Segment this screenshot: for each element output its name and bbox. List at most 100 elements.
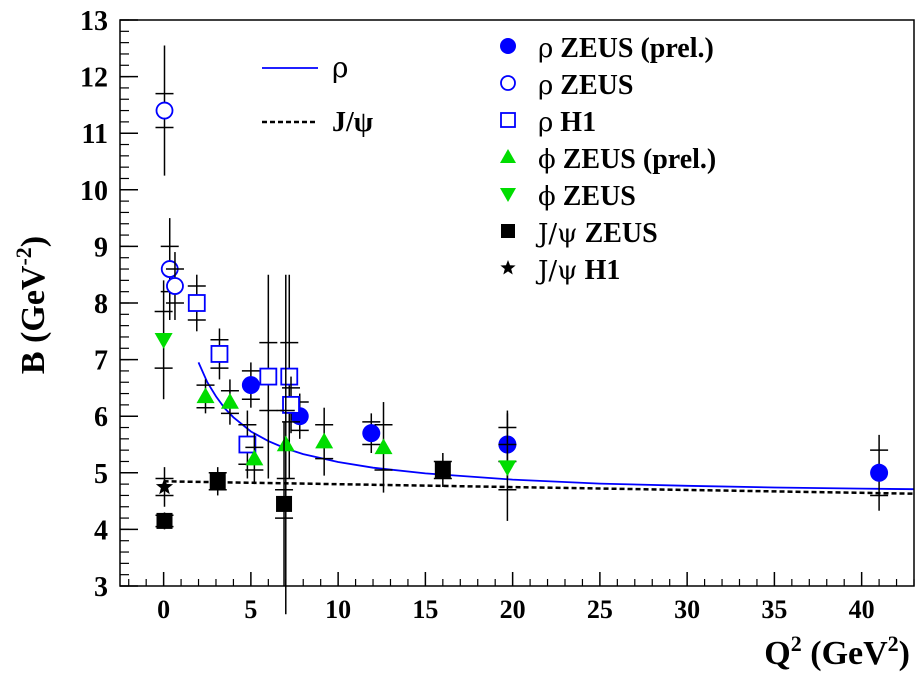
x-tick-label: 35 [761, 595, 787, 624]
marker [501, 224, 515, 238]
data-point [241, 362, 260, 408]
data-point [155, 45, 174, 176]
series-3 [196, 274, 393, 615]
series-5 [155, 421, 452, 586]
marker [500, 149, 516, 163]
data-points [154, 45, 889, 615]
data-point [282, 376, 301, 434]
series-4 [154, 280, 517, 521]
y-tick-label: 5 [94, 459, 108, 490]
y-tick-label: 8 [94, 289, 108, 320]
marker [241, 376, 260, 395]
marker [210, 345, 229, 363]
legend-item: ϕ ZEUS (prel.) [500, 144, 716, 175]
marker [276, 435, 295, 452]
series-2 [187, 274, 301, 479]
y-tick-label: 13 [80, 6, 108, 37]
curve-legend-item: ρ [262, 51, 348, 84]
marker [245, 449, 264, 466]
y-tick-label: 6 [94, 402, 108, 433]
y-tick-label: 4 [94, 515, 108, 546]
y-tick-label: 11 [82, 119, 108, 150]
series-0 [241, 362, 889, 511]
x-tick-label: 25 [587, 595, 613, 624]
y-tick-label: 9 [94, 232, 108, 263]
marker [374, 438, 393, 455]
data-point [315, 407, 334, 476]
legend-label: ρ H1 [538, 107, 596, 138]
marker [870, 463, 889, 482]
y-axis-label: B (GeV-2) [11, 236, 52, 374]
marker [434, 461, 451, 478]
marker [220, 393, 239, 409]
curve-legend-label: J/ψ [332, 107, 373, 138]
data-point [165, 252, 184, 320]
x-tick-label: 15 [412, 595, 438, 624]
marker [276, 495, 293, 512]
marker [196, 387, 215, 404]
data-point [870, 434, 889, 511]
marker [500, 260, 516, 275]
curve-rho [197, 362, 915, 491]
marker [362, 424, 381, 443]
marker [259, 367, 278, 386]
data-point [210, 328, 229, 380]
marker [500, 75, 516, 91]
x-tick-label: 40 [849, 595, 875, 624]
legend-item: J/ψ ZEUS [501, 218, 658, 249]
marker [155, 477, 174, 495]
data-point [245, 433, 264, 485]
legend-item: ρ ZEUS (prel.) [500, 33, 714, 64]
curve-legend: ρ J/ψ [262, 51, 373, 138]
data-point [276, 274, 295, 615]
marker [498, 460, 517, 477]
marker [315, 432, 334, 449]
legend-item: ρ H1 [500, 107, 596, 138]
axes: 0 5 10 15 20 25 30 35 40 3 4 5 6 7 8 9 10 11 12 13 [80, 6, 915, 624]
legend-label: ϕ ZEUS [538, 181, 636, 212]
y-tick-label: 3 [94, 572, 108, 603]
data-point [155, 512, 174, 530]
marker [500, 188, 516, 202]
data-point [196, 379, 215, 414]
legend-label: ϕ ZEUS (prel.) [538, 144, 716, 175]
x-tick-label: 20 [500, 595, 526, 624]
data-point [259, 274, 278, 479]
legend-label: ρ ZEUS [538, 70, 633, 101]
marker [282, 395, 300, 414]
marker [156, 512, 173, 529]
data-point [155, 467, 174, 507]
legend-label: J/ψ H1 [535, 255, 620, 286]
marker [238, 435, 257, 454]
data-point [187, 274, 206, 332]
marker [500, 38, 516, 54]
x-tick-label: 30 [674, 595, 700, 624]
legend: ρ ZEUS (prel.) ρ ZEUS ρ H1 ϕ ZEUS (prel.) ϕ … [500, 33, 716, 286]
x-tick-label: 10 [325, 595, 351, 624]
legend-label: J/ψ ZEUS [535, 218, 658, 249]
marker [154, 333, 173, 349]
data-point [362, 413, 381, 453]
data-point [238, 410, 257, 479]
marker [166, 277, 184, 295]
y-tick-label: 12 [80, 63, 108, 94]
legend-label: ρ ZEUS (prel.) [538, 33, 714, 64]
marker [280, 367, 299, 386]
marker [209, 473, 226, 490]
data-point [433, 452, 452, 487]
series-1 [155, 45, 184, 320]
x-axis-label: Q2 (GeV2) [764, 631, 910, 672]
marker [187, 294, 206, 312]
data-point [154, 280, 173, 400]
marker [500, 112, 516, 128]
y-tick-label: 7 [94, 346, 108, 377]
data-point [208, 467, 227, 496]
legend-item: J/ψ H1 [500, 255, 620, 286]
data-point [498, 413, 517, 521]
legend-item: ρ ZEUS [500, 70, 633, 101]
curve-legend-label: ρ [332, 51, 348, 84]
data-point [374, 402, 393, 493]
series-6 [155, 467, 174, 507]
curve-jpsi [163, 480, 915, 495]
